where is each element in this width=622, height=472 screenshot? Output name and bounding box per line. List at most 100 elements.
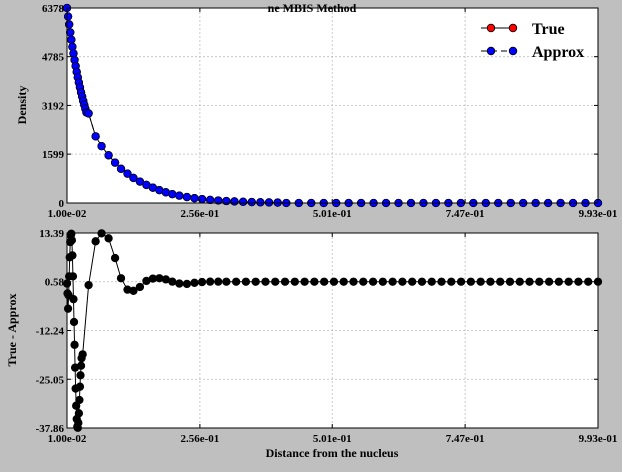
legend-approx-label: Approx <box>532 44 584 61</box>
data-point-difference <box>329 277 339 286</box>
data-point-difference <box>251 277 260 286</box>
x-tick-label: 1.00e-02 <box>48 208 87 220</box>
data-point-difference <box>349 277 358 286</box>
y-tick-label: -25.05 <box>36 374 65 386</box>
data-point-difference <box>110 253 120 263</box>
data-point-approx <box>84 109 93 118</box>
data-point-difference <box>280 277 290 286</box>
difference-panel: 1.00e-02 2.56e-01 5.01e-01 7.47e-01 9.93e-01… <box>5 228 617 460</box>
data-point-difference <box>129 286 138 295</box>
data-point-approx <box>97 141 106 151</box>
x-tick-label: 2.56e-01 <box>180 433 219 445</box>
data-point-approx <box>116 164 126 173</box>
data-point-approx <box>91 132 100 141</box>
y-tick-label: 1599 <box>42 149 65 161</box>
data-point-approx <box>67 35 76 44</box>
data-point-approx <box>68 42 77 51</box>
data-point-difference <box>197 277 207 287</box>
data-point-difference <box>564 277 573 286</box>
x-tick-label: 5.01e-01 <box>313 433 352 445</box>
x-tick-label: 2.56e-01 <box>180 208 219 220</box>
difference-marks <box>62 229 603 432</box>
data-point-approx <box>175 191 184 200</box>
data-point-difference <box>182 279 192 289</box>
y-tick-label: 6378 <box>42 3 65 15</box>
data-point-difference <box>205 277 215 286</box>
data-point-difference <box>398 277 407 286</box>
legend-true-label: True <box>532 21 565 38</box>
x-axis-label: Distance from the nucleus <box>266 446 399 460</box>
data-point-approx <box>190 194 199 203</box>
data-point-difference <box>68 251 77 260</box>
data-point-difference <box>515 277 524 286</box>
data-point-difference <box>456 277 466 286</box>
y-tick-label: 13.39 <box>39 228 64 240</box>
data-point-difference <box>466 277 476 286</box>
data-point-difference <box>116 274 126 283</box>
data-point-approx <box>66 28 75 37</box>
data-point-difference <box>69 295 78 304</box>
y-tick-label: 0.58 <box>45 277 65 289</box>
data-point-difference <box>496 277 505 286</box>
data-point-difference <box>320 277 329 286</box>
data-point-difference <box>91 237 100 246</box>
data-point-difference <box>554 277 564 286</box>
data-point-difference <box>104 234 113 243</box>
x-tick-label: 7.47e-01 <box>446 433 485 445</box>
difference-y-axis-label: True - Approx <box>5 294 19 367</box>
chart-title: ne MBIS Method <box>268 1 357 15</box>
density-ticks: 1.00e-02 2.56e-01 5.01e-01 7.47e-01 9.93e-01… <box>42 3 617 220</box>
density-panel: 1.00e-02 2.56e-01 5.01e-01 7.47e-01 9.93e-01… <box>15 1 617 220</box>
difference-ticks: 1.00e-02 2.56e-01 5.01e-01 7.47e-01 9.93e-01… <box>36 228 618 445</box>
data-point-approx <box>123 169 132 178</box>
legend-approx-marker <box>508 46 518 56</box>
data-point-difference <box>74 409 84 418</box>
data-point-difference <box>84 280 93 290</box>
data-point-approx <box>168 189 177 199</box>
data-point-difference <box>168 277 177 286</box>
data-point-difference <box>175 279 184 288</box>
x-tick-label: 1.00e-02 <box>48 433 87 445</box>
data-point-difference <box>505 277 515 286</box>
data-point-difference <box>359 277 368 286</box>
data-point-difference <box>447 277 456 286</box>
data-point-approx <box>129 173 138 183</box>
data-point-difference <box>190 278 199 287</box>
data-point-difference <box>486 277 495 286</box>
data-point-difference <box>368 277 378 286</box>
data-point-approx <box>205 195 215 205</box>
y-tick-label: -37.86 <box>36 423 65 435</box>
data-point-approx <box>256 198 265 207</box>
data-point-difference <box>76 361 86 370</box>
legend-approx-marker <box>486 46 496 56</box>
data-point-difference <box>310 277 319 286</box>
legend-true-marker <box>508 23 518 33</box>
data-point-difference <box>76 371 85 380</box>
legend: True Approx <box>481 21 584 61</box>
x-tick-label: 5.01e-01 <box>313 208 352 220</box>
data-point-difference <box>63 304 73 313</box>
data-point-difference <box>241 277 251 286</box>
data-point-difference <box>75 395 84 405</box>
data-point-difference <box>74 418 83 427</box>
x-tick-label: 9.93e-01 <box>579 433 618 445</box>
x-tick-label: 9.93e-01 <box>579 208 618 220</box>
data-point-difference <box>231 277 241 286</box>
data-point-difference <box>300 277 309 286</box>
data-point-difference <box>437 277 446 286</box>
data-point-difference <box>535 277 544 286</box>
data-point-approx <box>104 151 113 160</box>
data-point-difference <box>427 277 436 286</box>
data-point-difference <box>476 277 485 286</box>
data-point-approx <box>222 196 231 206</box>
data-point-approx <box>110 158 120 167</box>
y-tick-label: 0 <box>59 198 65 210</box>
data-point-difference <box>78 350 87 359</box>
data-point-difference <box>574 277 583 286</box>
data-point-difference <box>417 277 427 286</box>
data-point-approx <box>264 198 274 207</box>
x-tick-label: 7.47e-01 <box>446 208 485 220</box>
data-point-difference <box>135 282 145 292</box>
data-point-difference <box>70 340 79 349</box>
data-point-difference <box>290 277 299 286</box>
